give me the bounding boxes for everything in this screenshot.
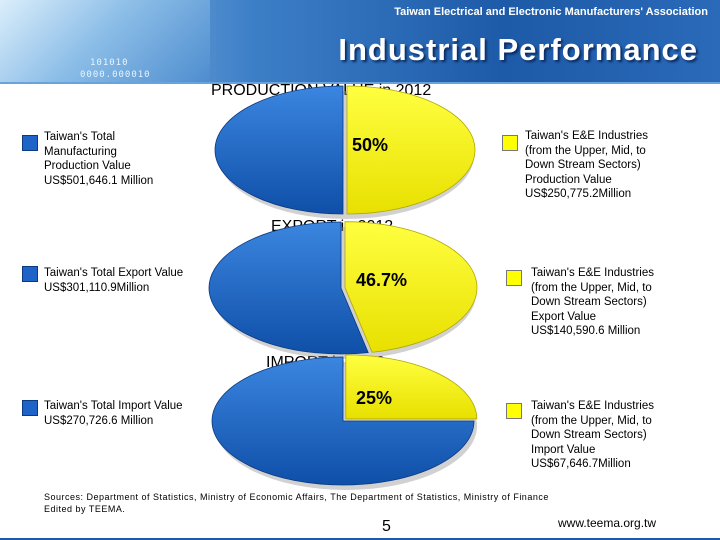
pie-slice-ee [345,354,478,420]
legend-swatch-yellow [506,403,522,419]
binary-decoration: 0000.000010 [80,70,151,80]
footer-divider [0,538,720,540]
legend-swatch-blue [22,135,38,151]
header-divider [0,82,720,84]
pie-slice-total [208,221,369,355]
pie-slice-total [211,356,475,486]
header-banner: 101010 0000.000010 Taiwan Electrical and… [0,0,720,82]
export-percent: 46.7% [356,270,408,290]
production-percent: 50% [352,135,389,155]
sources-note: Sources: Department of Statistics, Minis… [44,492,549,514]
legend-swatch-yellow [502,135,518,151]
pie-slice-ee [346,85,476,215]
legend-swatch-blue [22,266,38,282]
pie-slice-ee [344,221,478,353]
page-number: 5 [382,518,391,535]
production-ee-label: Taiwan's E&E Industries (from the Upper, … [525,130,649,200]
export-ee-label: Taiwan's E&E Industries (from the Upper, … [531,267,655,337]
organization-name: Taiwan Electrical and Electronic Manufac… [394,6,708,18]
page-title: Industrial Performance [338,32,698,67]
header-photo [0,0,210,82]
export-total-label: Taiwan's Total Export Value US$301,110.9M… [44,267,184,294]
import-percent: 25% [356,388,393,408]
import-ee-label: Taiwan's E&E Industries (from the Upper, … [531,400,655,470]
legend-swatch-blue [22,400,38,416]
import-total-label: Taiwan's Total Import Value US$270,726.6 … [44,400,183,427]
binary-decoration: 101010 [90,58,129,68]
production-total-label: Taiwan's Total Manufacturing Production V… [44,131,154,187]
legend-swatch-yellow [506,270,522,286]
pie-slice-total [214,85,344,215]
website-link[interactable]: www.teema.org.tw [558,516,657,530]
